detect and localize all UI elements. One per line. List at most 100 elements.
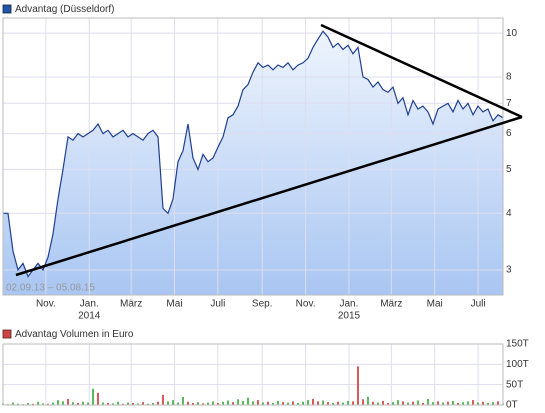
volume-bar [52,402,54,405]
volume-bar [442,402,444,405]
volume-bar [17,403,19,405]
volume-bar [452,400,454,405]
volume-bar [382,400,384,405]
price-line [3,30,504,278]
volume-bar [107,402,109,405]
x-tick-label: März [380,299,402,310]
volume-bar [112,403,114,405]
volume-bar [337,401,339,405]
volume-bar [492,402,494,405]
legend-label: Advantag Volumen in Euro [15,329,134,340]
volume-bar [37,401,39,405]
volume-bar [192,402,194,405]
volume-bar [262,402,264,405]
volume-bar [187,401,189,405]
y-tick-label: 8 [506,72,512,83]
volume-bar [277,400,279,405]
date-range: 02.09.13 – 05.08.15 [6,283,95,294]
volume-bar [372,401,374,405]
volume-panel [2,343,504,406]
volume-bar [32,403,34,405]
volume-bar [222,401,224,405]
y-tick-label: 3 [506,265,512,276]
y-tick-label: 50T [506,379,523,390]
volume-bar [297,402,299,405]
volume-bar [457,402,459,405]
y-tick-label: 100T [506,359,529,370]
volume-bar [287,402,289,405]
volume-bar [247,397,249,405]
volume-bar [182,396,184,405]
volume-bar [207,402,209,405]
x-tick-label: Mai [427,299,443,310]
volume-bar [462,402,464,405]
legend-swatch [2,4,12,14]
volume-bar [92,388,94,405]
volume-bar [307,400,309,405]
x-tick-label: Jan. [80,299,99,310]
trend-line [320,23,523,119]
y-tick-label: 5 [506,164,512,175]
volume-bar [97,392,99,405]
plot-frame [2,343,504,406]
volume-bar [177,402,179,405]
price-panel [3,18,504,295]
volume-bar [387,402,389,405]
volume-bar [402,401,404,405]
volume-bar [367,396,369,405]
volume-bar [152,402,154,405]
volume-bar [377,402,379,405]
volume-bar [282,402,284,405]
volume-bar [392,402,394,405]
volume-bar [12,402,14,405]
x-year-label: 2014 [78,311,101,322]
volume-bar [172,400,174,405]
volume-bar [167,401,169,405]
volume-bar [147,403,149,405]
volume-bar [317,401,319,405]
volume-bar [362,399,364,405]
volume-bar [157,401,159,405]
volume-bar [342,402,344,405]
volume-bar [482,401,484,405]
volume-bar [132,402,134,405]
y-tick-label: 4 [506,208,512,219]
volume-bar [232,402,234,405]
x-tick-label: Nov. [296,299,316,310]
volume-bar [62,401,64,405]
volume-bar [67,398,69,405]
volume-bar [347,400,349,405]
volume-bar [327,402,329,405]
volume-bar [42,403,44,405]
volume-bar [267,401,269,405]
x-tick-label: Nov. [36,299,56,310]
volume-bar [137,403,139,405]
legend-swatch [2,329,12,339]
volume-bar [117,401,119,405]
volume-bar [162,394,164,405]
volume-bar [427,398,429,405]
volume-bar [412,401,414,405]
volume-bar [447,401,449,405]
volume-bar [87,402,89,405]
volume-bar [257,400,259,405]
volume-bar [252,401,254,405]
volume-bar [217,402,219,405]
volume-bar [437,401,439,405]
volume-bar [227,400,229,405]
volume-bar [197,402,199,405]
volume-bar [477,402,479,405]
volume-bar [312,398,314,405]
plot-frame [2,17,504,296]
volume-bar [82,401,84,405]
volume-bar [417,400,419,405]
volume-bar [332,402,334,405]
y-tick-label: 7 [506,98,512,109]
volume-bar [47,403,49,405]
y-tick-label: 10 [506,28,518,39]
volume-bar [72,402,74,405]
trend-line [15,115,523,277]
volume-bar [472,400,474,405]
volume-bar [242,400,244,405]
